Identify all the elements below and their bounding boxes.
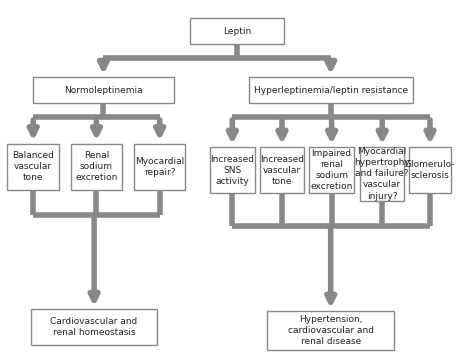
Text: Myocardial
hypertrophy
and failure?
vascular
injury?: Myocardial hypertrophy and failure? vasc… bbox=[355, 147, 410, 201]
FancyBboxPatch shape bbox=[267, 311, 394, 350]
FancyBboxPatch shape bbox=[310, 147, 354, 193]
FancyBboxPatch shape bbox=[31, 309, 157, 345]
FancyBboxPatch shape bbox=[360, 147, 404, 201]
Text: Renal
sodium
excretion: Renal sodium excretion bbox=[75, 151, 118, 182]
FancyBboxPatch shape bbox=[260, 147, 304, 193]
FancyBboxPatch shape bbox=[409, 147, 451, 193]
Text: Hyperleptinemia/leptin resistance: Hyperleptinemia/leptin resistance bbox=[254, 85, 408, 94]
FancyBboxPatch shape bbox=[71, 144, 122, 190]
Text: Cardiovascular and
renal homeostasis: Cardiovascular and renal homeostasis bbox=[51, 317, 138, 337]
Text: Increased
SNS
activity: Increased SNS activity bbox=[210, 155, 255, 186]
Text: Impaired
renal
sodium
excretion: Impaired renal sodium excretion bbox=[310, 149, 353, 191]
Text: Balanced
vascular
tone: Balanced vascular tone bbox=[12, 151, 54, 182]
Text: Myocardial
repair?: Myocardial repair? bbox=[135, 157, 184, 177]
FancyBboxPatch shape bbox=[249, 77, 413, 103]
FancyBboxPatch shape bbox=[33, 77, 174, 103]
Text: Glomerulo-
sclerosis: Glomerulo- sclerosis bbox=[405, 160, 455, 180]
FancyBboxPatch shape bbox=[134, 144, 185, 190]
Text: Increased
vascular
tone: Increased vascular tone bbox=[260, 155, 304, 186]
FancyBboxPatch shape bbox=[210, 147, 255, 193]
Text: Leptin: Leptin bbox=[223, 27, 251, 36]
Text: Normoleptinemia: Normoleptinemia bbox=[64, 85, 143, 94]
FancyBboxPatch shape bbox=[8, 144, 59, 190]
Text: Hypertension,
cardiovascular and
renal disease: Hypertension, cardiovascular and renal d… bbox=[288, 315, 374, 346]
FancyBboxPatch shape bbox=[190, 18, 284, 44]
